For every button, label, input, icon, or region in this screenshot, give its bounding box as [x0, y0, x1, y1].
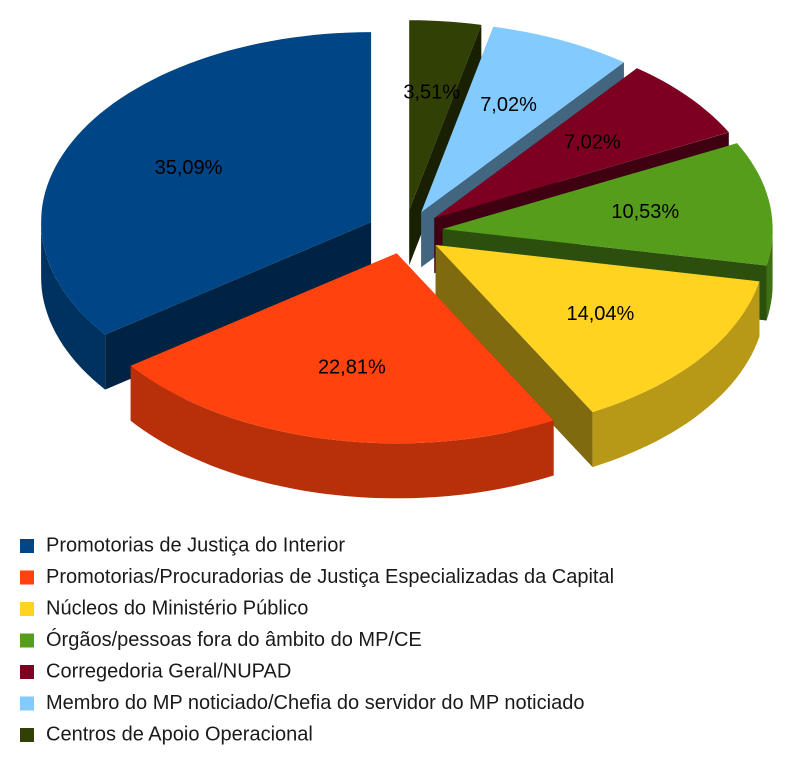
legend-swatch: [20, 539, 34, 553]
data-label: 35,09%: [155, 157, 223, 179]
legend-label: Membro do MP noticiado/Chefia do servido…: [46, 692, 584, 714]
slice: [435, 244, 760, 413]
slice: [442, 143, 773, 266]
slice-wall: [105, 222, 372, 390]
legend-label: Centros de Apoio Operacional: [46, 723, 313, 745]
legend-swatch: [20, 602, 34, 616]
legend-swatch: [20, 570, 34, 585]
legend-swatch: [20, 633, 34, 648]
data-label: 7,02%: [564, 131, 621, 153]
slice-side: [41, 222, 106, 390]
legend-label: Núcleos do Ministério Público: [46, 597, 308, 619]
legend-label: Órgãos/pessoas fora do âmbito do MP/CE: [46, 628, 422, 651]
pie: [41, 20, 773, 499]
slice: [130, 253, 554, 444]
data-label: 10,53%: [611, 201, 679, 223]
slice-side: [130, 365, 554, 499]
legend-label: Promotorias/Procuradorias de Justiça Esp…: [46, 566, 614, 588]
slice: [421, 26, 624, 213]
legend-swatch: [20, 696, 34, 711]
legend-label: Promotorias de Justiça do Interior: [46, 534, 345, 556]
slice: [41, 32, 372, 335]
slice-side: [766, 229, 773, 321]
slice: [409, 20, 482, 211]
legend-label: Corregedoria Geral/NUPAD: [46, 660, 291, 682]
data-label: 7,02%: [480, 94, 537, 116]
legend-swatch: [20, 728, 34, 742]
data-label: 22,81%: [318, 357, 386, 379]
slice-side: [592, 281, 760, 468]
slice: [434, 68, 729, 219]
data-label: 3,51%: [403, 81, 460, 103]
data-label: 14,04%: [567, 303, 635, 325]
legend-swatch: [20, 665, 34, 679]
